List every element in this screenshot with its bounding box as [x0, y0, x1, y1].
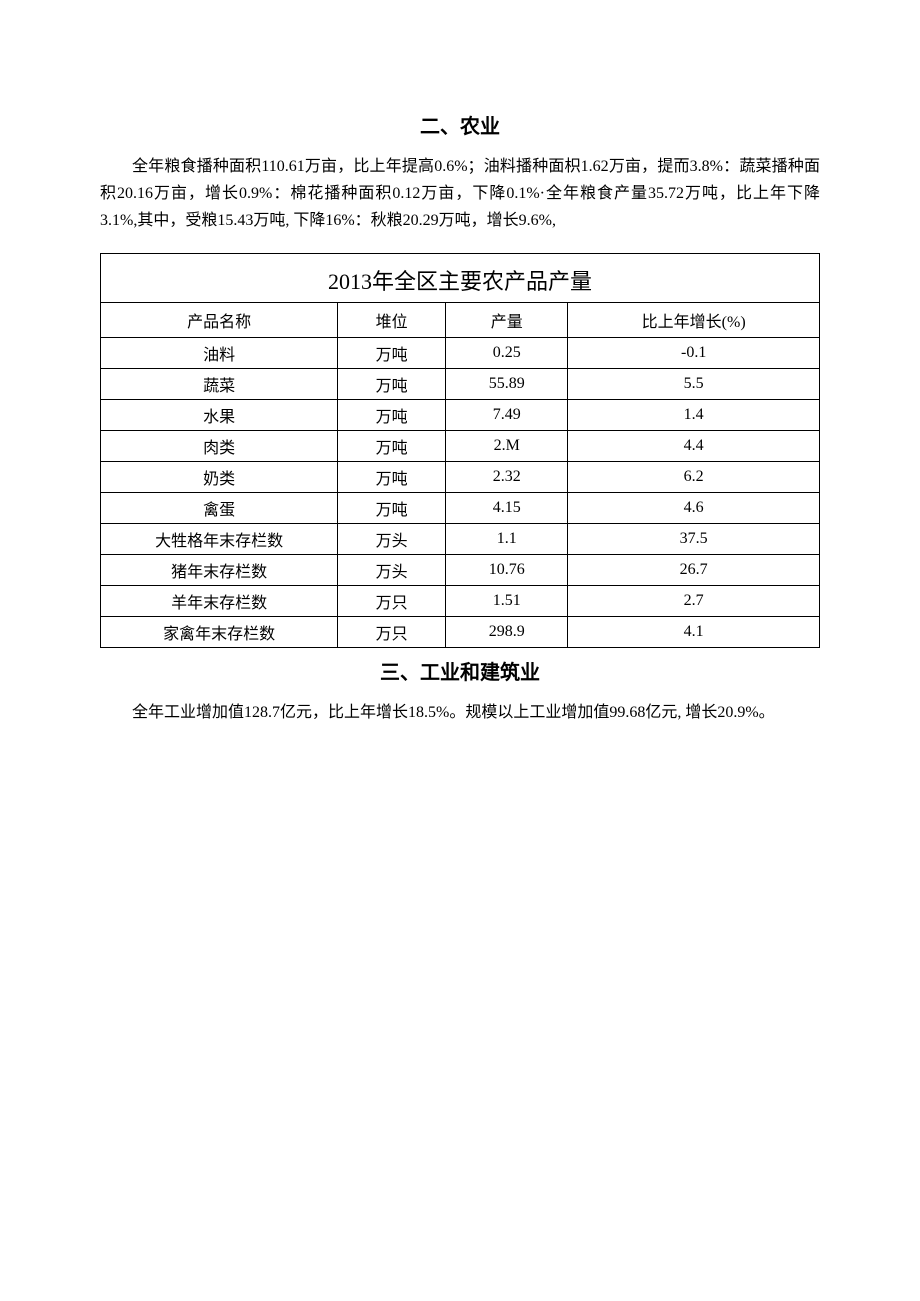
table-cell: 羊年末存栏数	[101, 585, 338, 616]
table-col-name: 产品名称	[101, 302, 338, 337]
table-cell: 298.9	[446, 616, 568, 647]
table-cell: 37.5	[568, 523, 820, 554]
table-cell: 万吨	[338, 368, 446, 399]
table-cell: 肉类	[101, 430, 338, 461]
table-cell: 55.89	[446, 368, 568, 399]
table-cell: 0.25	[446, 337, 568, 368]
document-page: 二、农业 全年粮食播种面积110.61万亩，比上年提高0.6%；油料播种面枳1.…	[0, 0, 920, 726]
table-cell: 2.M	[446, 430, 568, 461]
table-cell: 1.4	[568, 399, 820, 430]
table-cell: 猪年末存栏数	[101, 554, 338, 585]
table-cell: 万吨	[338, 399, 446, 430]
table-row: 禽蛋万吨4.154.6	[101, 492, 820, 523]
table-body: 油料万吨0.25-0.1蔬菜万吨55.895.5水果万吨7.491.4肉类万吨2…	[101, 337, 820, 647]
table-cell: 万吨	[338, 337, 446, 368]
table-row: 肉类万吨2.M4.4	[101, 430, 820, 461]
table-row: 油料万吨0.25-0.1	[101, 337, 820, 368]
table-row: 家禽年末存栏数万只298.94.1	[101, 616, 820, 647]
table-cell: 1.1	[446, 523, 568, 554]
table-row: 大牲格年末存栏数万头1.137.5	[101, 523, 820, 554]
table-col-output: 产量	[446, 302, 568, 337]
table-cell: 万头	[338, 554, 446, 585]
table-cell: 水果	[101, 399, 338, 430]
table-row: 蔬菜万吨55.895.5	[101, 368, 820, 399]
section-3-title: 三、工业和建筑业	[100, 656, 820, 685]
table-col-unit: 堆位	[338, 302, 446, 337]
table-col-growth: 比上年增长(%)	[568, 302, 820, 337]
table-cell: 5.5	[568, 368, 820, 399]
table-cell: 万吨	[338, 492, 446, 523]
table-row: 羊年末存栏数万只1.512.7	[101, 585, 820, 616]
table-cell: 大牲格年末存栏数	[101, 523, 338, 554]
section-3-paragraph: 全年工业增加值128.7亿元，比上年增长18.5%。规模以上工业增加值99.68…	[100, 699, 820, 726]
table-cell: 4.6	[568, 492, 820, 523]
table-cell: 禽蛋	[101, 492, 338, 523]
agri-products-table: 2013年全区主要农产品产量 产品名称 堆位 产量 比上年增长(%) 油料万吨0…	[100, 253, 820, 648]
table-row: 猪年末存栏数万头10.7626.7	[101, 554, 820, 585]
table-title: 2013年全区主要农产品产量	[101, 253, 820, 302]
table-row: 奶类万吨2.326.2	[101, 461, 820, 492]
table-cell: 蔬菜	[101, 368, 338, 399]
table-cell: 万只	[338, 616, 446, 647]
table-row: 水果万吨7.491.4	[101, 399, 820, 430]
table-cell: 家禽年末存栏数	[101, 616, 338, 647]
table-cell: 万吨	[338, 430, 446, 461]
section-2-paragraph: 全年粮食播种面积110.61万亩，比上年提高0.6%；油料播种面枳1.62万亩，…	[100, 153, 820, 235]
table-cell: 万头	[338, 523, 446, 554]
table-cell: 4.15	[446, 492, 568, 523]
table-cell: 4.4	[568, 430, 820, 461]
table-cell: 6.2	[568, 461, 820, 492]
table-cell: 7.49	[446, 399, 568, 430]
table-cell: 10.76	[446, 554, 568, 585]
table-cell: 26.7	[568, 554, 820, 585]
table-cell: 2.7	[568, 585, 820, 616]
table-cell: 万吨	[338, 461, 446, 492]
table-cell: 奶类	[101, 461, 338, 492]
table-cell: 4.1	[568, 616, 820, 647]
table-cell: 万只	[338, 585, 446, 616]
table-cell: 1.51	[446, 585, 568, 616]
table-cell: 油料	[101, 337, 338, 368]
table-cell: 2.32	[446, 461, 568, 492]
table-cell: -0.1	[568, 337, 820, 368]
section-2-title: 二、农业	[100, 110, 820, 139]
